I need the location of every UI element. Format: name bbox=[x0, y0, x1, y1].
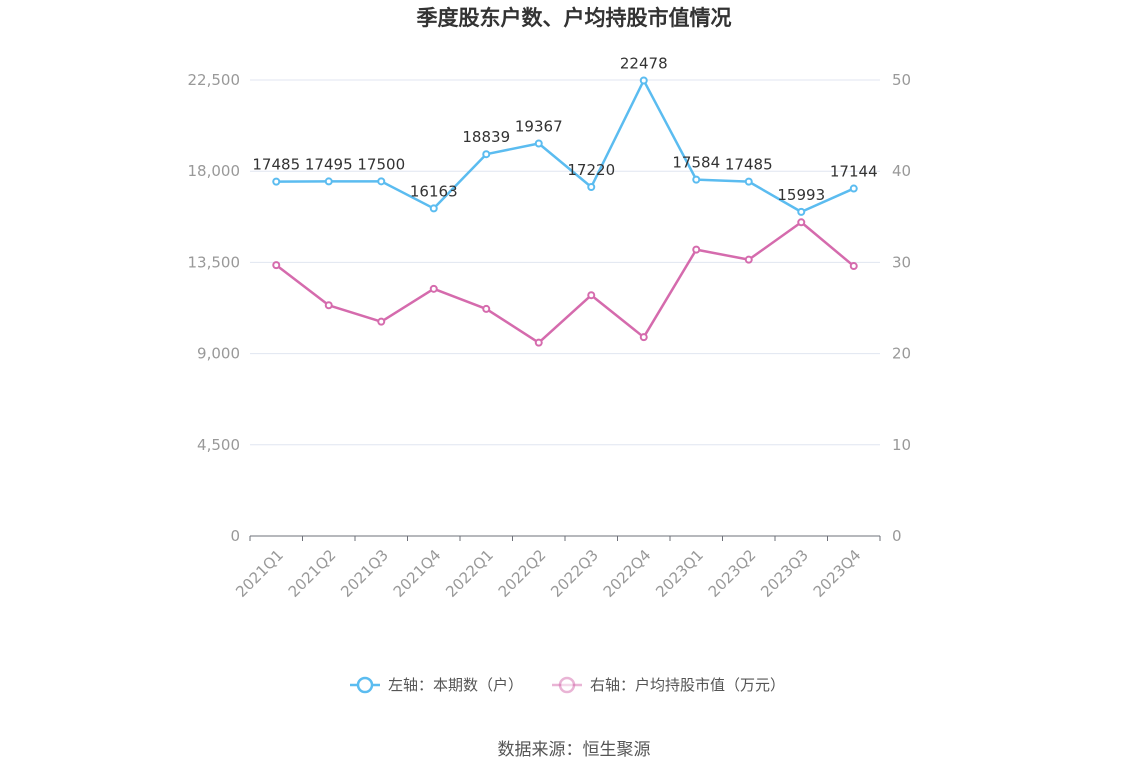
data-point bbox=[692, 175, 701, 184]
x-tick-label: 2021Q4 bbox=[390, 546, 445, 601]
x-tick-label: 2023Q1 bbox=[652, 546, 707, 601]
data-label: 16163 bbox=[410, 182, 458, 200]
data-point bbox=[797, 218, 806, 227]
legend-marker bbox=[558, 676, 576, 694]
data-label: 15993 bbox=[777, 186, 825, 204]
legend-marker bbox=[356, 676, 374, 694]
data-point bbox=[744, 255, 753, 264]
data-point bbox=[429, 284, 438, 293]
data-label: 17485 bbox=[252, 156, 300, 174]
data-point bbox=[587, 183, 596, 192]
x-axis: 2021Q12021Q22021Q32021Q42022Q12022Q22022… bbox=[232, 535, 881, 601]
x-tick-label: 2023Q2 bbox=[705, 546, 760, 601]
data-point bbox=[482, 150, 491, 159]
x-tick-label: 2022Q3 bbox=[547, 546, 602, 601]
right-tick-label: 40 bbox=[892, 162, 911, 180]
data-label: 17584 bbox=[672, 154, 720, 172]
x-tick-label: 2022Q1 bbox=[442, 546, 497, 601]
data-label: 22478 bbox=[620, 54, 668, 72]
left-tick-label: 4,500 bbox=[197, 436, 240, 454]
data-label: 17500 bbox=[357, 155, 405, 173]
x-tick-label: 2021Q3 bbox=[337, 546, 392, 601]
source-note: 数据来源：恒生聚源 bbox=[498, 740, 651, 760]
left-tick-label: 0 bbox=[230, 527, 240, 545]
x-tick-label: 2023Q3 bbox=[757, 546, 812, 601]
right-axis: 0 10 20 30 40 50 bbox=[892, 71, 911, 545]
left-axis: 0 4,500 9,000 13,500 18,000 22,500 bbox=[188, 71, 241, 545]
legend-label: 右轴：户均持股市值（万元） bbox=[590, 676, 785, 694]
data-point bbox=[534, 139, 543, 148]
data-point bbox=[797, 207, 806, 216]
data-point bbox=[324, 177, 333, 186]
data-point bbox=[324, 301, 333, 310]
x-tick-label: 2021Q2 bbox=[285, 546, 340, 601]
right-tick-label: 10 bbox=[892, 436, 911, 454]
data-point bbox=[534, 338, 543, 347]
data-label: 17144 bbox=[830, 163, 878, 181]
data-point bbox=[849, 184, 858, 193]
series-line bbox=[275, 221, 855, 344]
data-point bbox=[272, 261, 281, 270]
x-tick-label: 2021Q1 bbox=[232, 546, 287, 601]
data-point bbox=[429, 204, 438, 213]
data-point bbox=[482, 304, 491, 313]
left-tick-label: 22,500 bbox=[188, 71, 241, 89]
right-tick-label: 30 bbox=[892, 253, 911, 271]
left-tick-label: 18,000 bbox=[188, 162, 241, 180]
series-layer: 17485 17495 17500 16163 18839 19367 17220 22478… bbox=[252, 54, 878, 347]
data-point bbox=[377, 317, 386, 326]
data-point bbox=[272, 177, 281, 186]
legend: 左轴：本期数（户） 右轴：户均持股市值（万元） bbox=[350, 676, 785, 694]
data-point bbox=[587, 291, 596, 300]
data-label: 17485 bbox=[725, 156, 773, 174]
x-tick-label: 2022Q4 bbox=[600, 546, 655, 601]
data-point bbox=[849, 262, 858, 271]
data-point bbox=[377, 177, 386, 186]
x-tick-label: 2023Q4 bbox=[810, 546, 865, 601]
data-point bbox=[639, 333, 648, 342]
data-label: 17220 bbox=[567, 161, 615, 179]
data-point bbox=[744, 177, 753, 186]
left-tick-label: 13,500 bbox=[188, 253, 241, 271]
chart-title: 季度股东户数、户均持股市值情况 bbox=[417, 6, 732, 30]
data-point bbox=[692, 245, 701, 254]
right-tick-label: 50 bbox=[892, 71, 911, 89]
right-tick-label: 0 bbox=[892, 527, 902, 545]
right-tick-label: 20 bbox=[892, 345, 911, 363]
legend-label: 左轴：本期数（户） bbox=[388, 676, 523, 694]
x-tick-label: 2022Q2 bbox=[495, 546, 550, 601]
grid bbox=[250, 79, 880, 446]
data-label: 18839 bbox=[462, 128, 510, 146]
data-label: 17495 bbox=[305, 155, 353, 173]
series-line bbox=[276, 79, 855, 214]
left-tick-label: 9,000 bbox=[197, 345, 240, 363]
data-point bbox=[639, 76, 648, 85]
data-label: 19367 bbox=[515, 117, 563, 135]
